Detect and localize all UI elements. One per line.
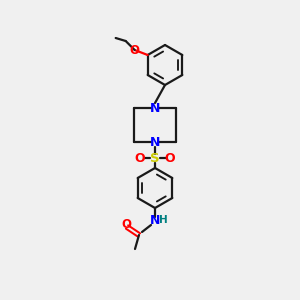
Text: O: O	[135, 152, 145, 164]
Text: N: N	[150, 136, 160, 148]
Text: N: N	[150, 214, 160, 226]
Text: H: H	[159, 215, 167, 225]
Text: O: O	[121, 218, 131, 232]
Text: N: N	[150, 101, 160, 115]
Text: S: S	[150, 152, 160, 164]
Text: O: O	[165, 152, 175, 164]
Text: O: O	[130, 44, 140, 56]
